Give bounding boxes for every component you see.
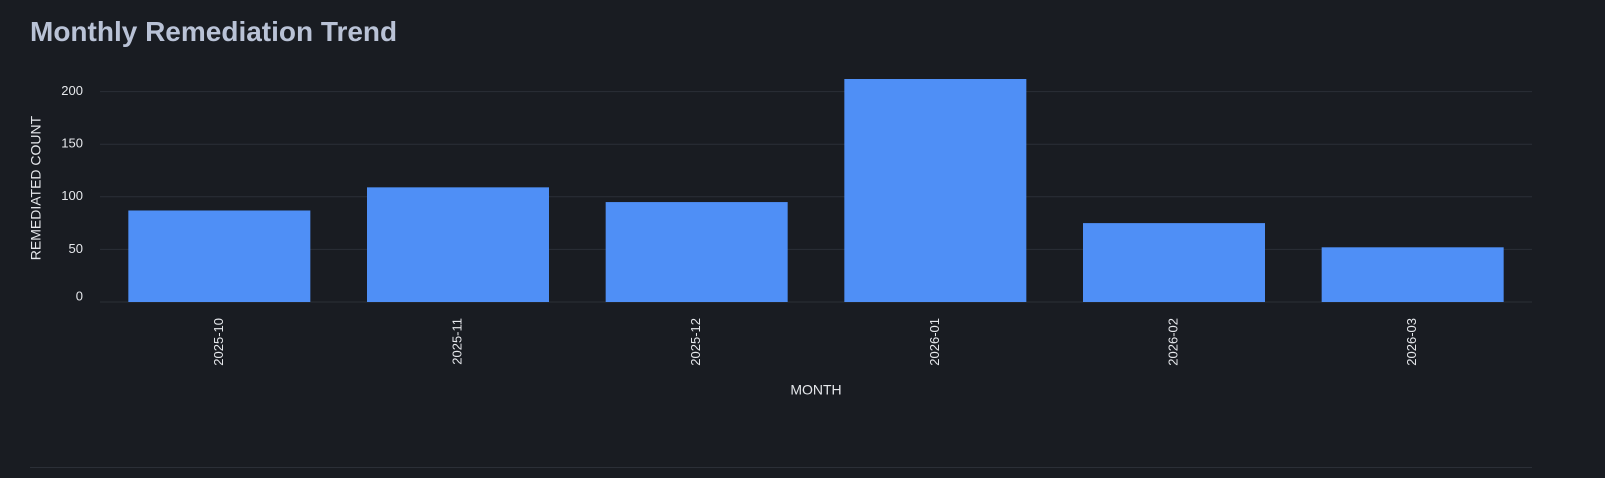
grid-lines	[100, 91, 1532, 303]
bar-2025-12[interactable]	[605, 202, 788, 302]
x-tick-label: 2026-02	[1165, 318, 1180, 366]
bar-2025-11[interactable]	[367, 187, 549, 302]
bar-2026-01[interactable]	[844, 79, 1027, 302]
bar-2026-03[interactable]	[1321, 247, 1504, 302]
x-tick-label: 2025-11	[449, 318, 464, 365]
y-tick-label: 50	[69, 241, 83, 256]
bottom-divider	[30, 467, 1532, 468]
y-tick-label: 150	[61, 136, 83, 151]
x-tick-label: 2026-01	[927, 318, 942, 366]
chart-title: Monthly Remediation Trend	[30, 16, 398, 47]
x-tick-label: 2025-12	[688, 318, 703, 366]
x-tick-label: 2026-03	[1404, 318, 1419, 366]
y-tick-label: 200	[61, 83, 83, 98]
y-tick-label: 100	[61, 188, 83, 203]
y-axis-label: REMEDIATED COUNT	[28, 115, 44, 260]
x-tick-label: 2025-10	[211, 318, 226, 366]
bar-2025-10[interactable]	[128, 210, 311, 302]
bar-2026-02[interactable]	[1083, 223, 1265, 302]
y-tick-labels: 0 50 100 150 200	[61, 83, 83, 303]
x-tick-labels: 2025-10 2025-11 2025-12 2026-01 2026-02 2026-…	[211, 318, 1419, 366]
x-axis-label: MONTH	[790, 382, 841, 398]
y-tick-label: 0	[76, 288, 83, 303]
bars	[128, 79, 1504, 302]
